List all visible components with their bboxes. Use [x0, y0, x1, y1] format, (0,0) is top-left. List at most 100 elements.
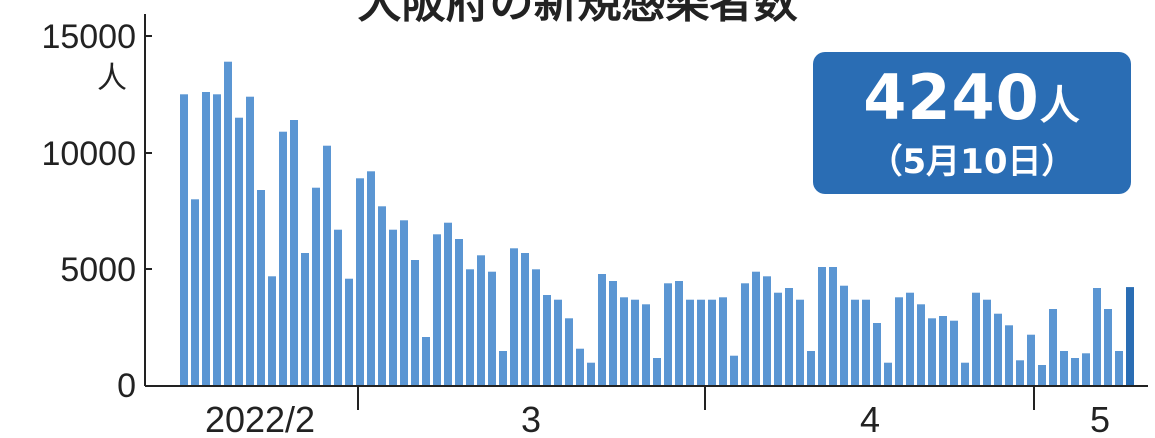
bar-67 — [906, 292, 914, 386]
bar-34 — [543, 295, 551, 386]
bar-7 — [246, 96, 254, 386]
bar-49 — [708, 299, 716, 386]
bar-82 — [1071, 358, 1079, 386]
bar-44 — [653, 358, 661, 386]
bar-75 — [994, 313, 1002, 386]
bar-52 — [741, 283, 749, 386]
bar-69 — [928, 318, 936, 386]
bar-36 — [565, 318, 573, 386]
bar-53 — [752, 271, 760, 386]
bar-73 — [972, 292, 980, 386]
chart-title: 大阪府の新規感染者数 — [357, 0, 798, 28]
bars-group — [180, 61, 1134, 387]
bar-58 — [807, 351, 815, 386]
y-tick-label-15000: 15000 — [41, 18, 136, 56]
bar-86 — [1115, 351, 1123, 386]
bar-24 — [433, 234, 441, 386]
x-tick-label-feb: 2022/2 — [205, 399, 315, 438]
bar-79 — [1038, 365, 1046, 386]
bar-19 — [378, 206, 386, 386]
bar-43 — [642, 304, 650, 386]
bar-71 — [950, 320, 958, 386]
bar-85 — [1104, 309, 1112, 386]
bar-76 — [1005, 325, 1013, 386]
bar-39 — [598, 274, 606, 386]
bar-2 — [191, 199, 199, 386]
callout-value: 4240 — [863, 61, 1040, 134]
bar-80 — [1049, 309, 1057, 386]
bar-3 — [202, 92, 210, 386]
bar-66 — [895, 297, 903, 386]
bar-16 — [345, 278, 353, 386]
bar-61 — [840, 285, 848, 386]
bar-20 — [389, 229, 397, 386]
bar-13 — [312, 187, 320, 386]
bar-59 — [818, 267, 826, 386]
latest-value-callout: 4240人 （5月10日） — [813, 52, 1131, 194]
bar-18 — [367, 171, 375, 386]
bar-78 — [1027, 334, 1035, 386]
bar-74 — [983, 299, 991, 386]
bar-28 — [477, 255, 485, 386]
bar-45 — [664, 283, 672, 386]
bar-6 — [235, 117, 243, 386]
y-axis-ticks — [145, 35, 152, 270]
bar-72 — [961, 362, 969, 386]
bar-14 — [323, 145, 331, 386]
bar-1 — [180, 94, 188, 387]
bar-10 — [279, 131, 287, 386]
bar-35 — [554, 299, 562, 386]
x-tick-label-may: 5 — [1090, 399, 1110, 438]
bar-5 — [224, 61, 232, 386]
bar-70 — [939, 316, 947, 386]
bar-51 — [730, 355, 738, 386]
y-unit-label: 人 — [97, 61, 127, 96]
bar-47 — [686, 299, 694, 386]
bar-11 — [290, 120, 298, 386]
bar-57 — [796, 299, 804, 386]
bar-12 — [301, 253, 309, 386]
bar-55 — [774, 292, 782, 386]
bar-50 — [719, 297, 727, 386]
bar-65 — [884, 362, 892, 386]
bar-25 — [444, 222, 452, 386]
y-tick-label-10000: 10000 — [41, 135, 136, 173]
callout-unit: 人 — [1039, 83, 1081, 129]
bar-32 — [521, 253, 529, 386]
bar-21 — [400, 220, 408, 386]
callout-date: （5月10日） — [868, 142, 1076, 182]
bar-83 — [1082, 353, 1090, 386]
month-dividers — [357, 386, 1035, 410]
bar-63 — [862, 299, 870, 386]
bar-33 — [532, 269, 540, 386]
y-tick-label-0: 0 — [117, 367, 136, 405]
bar-23 — [422, 337, 430, 386]
bar-54 — [763, 276, 771, 386]
bar-68 — [917, 304, 925, 386]
bar-30 — [499, 351, 507, 386]
bar-31 — [510, 248, 518, 386]
bar-38 — [587, 362, 595, 386]
x-tick-label-apr: 4 — [860, 399, 880, 438]
bar-4 — [213, 94, 221, 387]
callout-value-line: 4240人 — [813, 66, 1131, 138]
bar-17 — [356, 178, 364, 386]
bar-8 — [257, 190, 265, 386]
bar-41 — [620, 297, 628, 386]
x-tick-label-mar: 3 — [521, 399, 541, 438]
bar-22 — [411, 260, 419, 386]
bar-37 — [576, 348, 584, 386]
bar-87 — [1126, 287, 1134, 386]
bar-15 — [334, 229, 342, 386]
bar-9 — [268, 276, 276, 386]
bar-29 — [488, 271, 496, 386]
bar-62 — [851, 299, 859, 386]
bar-46 — [675, 281, 683, 386]
bar-84 — [1093, 288, 1101, 386]
bar-27 — [466, 269, 474, 386]
bar-40 — [609, 281, 617, 386]
bar-81 — [1060, 351, 1068, 386]
bar-60 — [829, 267, 837, 386]
bar-56 — [785, 288, 793, 386]
